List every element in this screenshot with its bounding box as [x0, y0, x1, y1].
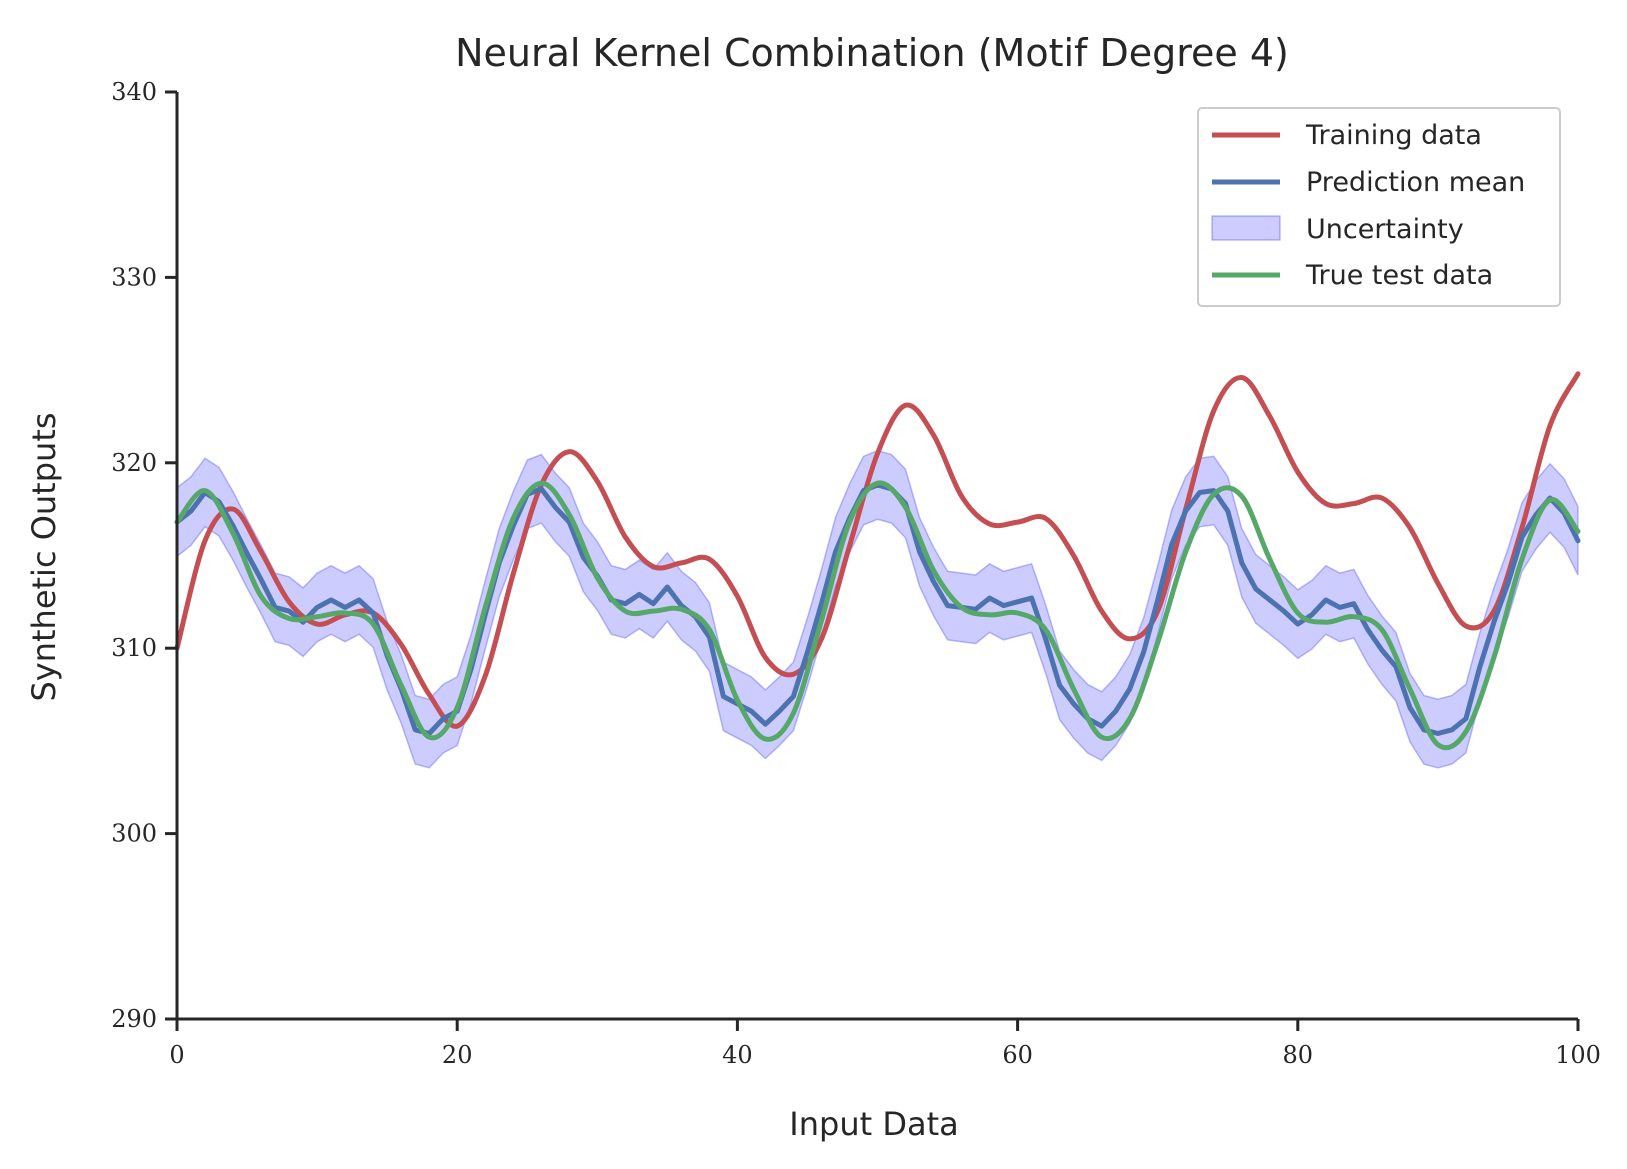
y-tick-label: 290: [111, 1005, 157, 1033]
legend-swatch-uncertainty: [1211, 215, 1281, 241]
training-data-line: [174, 371, 1581, 729]
y-tick-label: 300: [111, 820, 157, 848]
legend-label-prediction: Prediction mean: [1306, 167, 1525, 198]
legend: Training data Prediction mean Uncertaint…: [1197, 107, 1561, 307]
y-tick-label: 340: [111, 78, 157, 106]
y-tick-label: 330: [111, 263, 157, 291]
y-ticks: 290 300 310 320 330 340: [111, 78, 177, 1033]
x-tick-label: 0: [169, 1041, 184, 1069]
y-axis-label: Synthetic Outputs: [25, 412, 63, 701]
x-tick-label: 80: [1283, 1041, 1314, 1069]
chart-title: Neural Kernel Combination (Motif Degree …: [455, 31, 1289, 75]
x-tick-label: 100: [1555, 1041, 1601, 1069]
legend-frame: [1197, 107, 1561, 307]
x-ticks: 0 20 40 60 80 100: [169, 1019, 1601, 1069]
true-test-data-line: [174, 480, 1581, 751]
x-tick-label: 60: [1002, 1041, 1033, 1069]
legend-label-training: Training data: [1305, 120, 1482, 151]
plot-area: [174, 371, 1581, 769]
x-tick-label: 40: [722, 1041, 753, 1069]
y-tick-label: 320: [111, 449, 157, 477]
legend-label-uncertainty: Uncertainty: [1306, 214, 1464, 245]
x-tick-label: 20: [442, 1041, 473, 1069]
y-tick-label: 310: [111, 634, 157, 662]
x-axis-label: Input Data: [789, 1105, 958, 1143]
legend-label-true: True test data: [1305, 260, 1493, 291]
